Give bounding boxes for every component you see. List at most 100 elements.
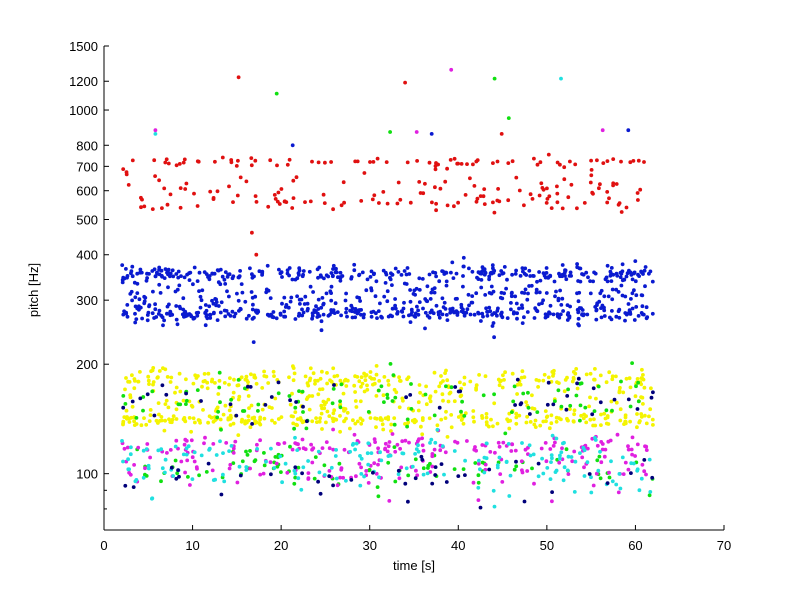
data-point: [174, 304, 179, 308]
data-point: [389, 429, 393, 433]
data-point: [304, 426, 309, 431]
data-point: [250, 422, 255, 426]
x-tick-label: 30: [362, 538, 376, 553]
data-point: [630, 435, 635, 440]
data-point: [362, 474, 366, 479]
data-point: [484, 306, 488, 311]
data-point: [452, 310, 456, 315]
data-point: [296, 314, 301, 318]
data-point: [249, 163, 254, 168]
data-point: [331, 427, 335, 432]
data-point: [644, 305, 649, 310]
data-point: [572, 449, 577, 454]
data-point: [235, 383, 240, 388]
data-point: [492, 392, 496, 397]
data-point: [420, 457, 425, 462]
data-point: [551, 444, 556, 448]
data-point: [338, 405, 343, 410]
data-point: [634, 305, 639, 309]
data-point: [635, 442, 640, 447]
data-point: [217, 378, 222, 383]
data-point: [476, 461, 481, 466]
data-point: [244, 468, 249, 472]
data-point: [171, 274, 176, 279]
data-point: [510, 290, 514, 295]
data-point: [576, 299, 581, 304]
data-point: [143, 295, 148, 300]
data-point: [187, 278, 192, 282]
data-point: [398, 378, 402, 383]
data-point: [357, 461, 362, 466]
data-point: [182, 275, 187, 280]
data-point: [588, 417, 593, 422]
data-point: [330, 401, 335, 406]
data-point: [269, 472, 273, 477]
data-point: [198, 294, 203, 299]
data-point: [238, 175, 243, 180]
data-point: [455, 440, 460, 445]
data-point: [290, 143, 295, 148]
data-point: [228, 376, 232, 380]
data-point: [310, 460, 315, 465]
data-point: [473, 461, 478, 465]
data-point: [385, 449, 390, 454]
data-point: [530, 466, 534, 471]
data-point: [414, 130, 419, 134]
data-point: [499, 132, 504, 136]
data-point: [359, 472, 364, 476]
data-point: [570, 459, 575, 464]
data-point: [591, 483, 596, 488]
data-point: [195, 279, 200, 283]
data-point: [315, 420, 319, 424]
data-point: [320, 369, 324, 374]
data-point: [586, 275, 590, 280]
data-point: [623, 318, 627, 323]
data-point: [228, 413, 233, 418]
data-point: [163, 418, 168, 423]
data-point: [365, 387, 370, 392]
data-point: [393, 449, 398, 454]
data-point: [368, 416, 373, 420]
data-point: [638, 419, 642, 423]
data-point: [595, 158, 599, 163]
data-point: [371, 309, 376, 314]
data-point: [134, 416, 139, 420]
data-point: [338, 414, 342, 418]
data-point: [590, 412, 595, 417]
data-point: [630, 291, 635, 296]
data-point: [174, 163, 179, 168]
data-point: [239, 282, 244, 286]
data-point: [218, 400, 222, 405]
data-point: [509, 307, 513, 312]
data-point: [382, 375, 387, 379]
data-point: [449, 425, 454, 430]
data-point: [522, 315, 526, 320]
data-point: [564, 407, 569, 412]
data-point: [599, 288, 604, 293]
data-point: [146, 466, 151, 471]
data-point: [390, 432, 395, 436]
data-point: [233, 439, 238, 444]
data-point: [573, 162, 578, 167]
data-point: [491, 161, 495, 166]
data-point: [128, 472, 133, 477]
data-point: [448, 307, 453, 312]
data-point: [481, 314, 485, 319]
data-point: [329, 308, 334, 312]
y-tick-label: 200: [76, 357, 98, 372]
data-point: [384, 160, 389, 165]
data-point: [633, 259, 638, 263]
data-point: [497, 455, 502, 460]
data-point: [576, 322, 580, 326]
data-point: [419, 454, 424, 459]
data-point: [589, 168, 594, 172]
data-point: [125, 303, 130, 307]
data-point: [163, 457, 168, 462]
data-point: [327, 474, 332, 478]
data-point: [571, 419, 576, 424]
data-point: [147, 272, 151, 276]
data-point: [352, 268, 357, 273]
data-point: [456, 161, 460, 166]
data-point: [291, 414, 295, 419]
data-point: [373, 416, 377, 421]
